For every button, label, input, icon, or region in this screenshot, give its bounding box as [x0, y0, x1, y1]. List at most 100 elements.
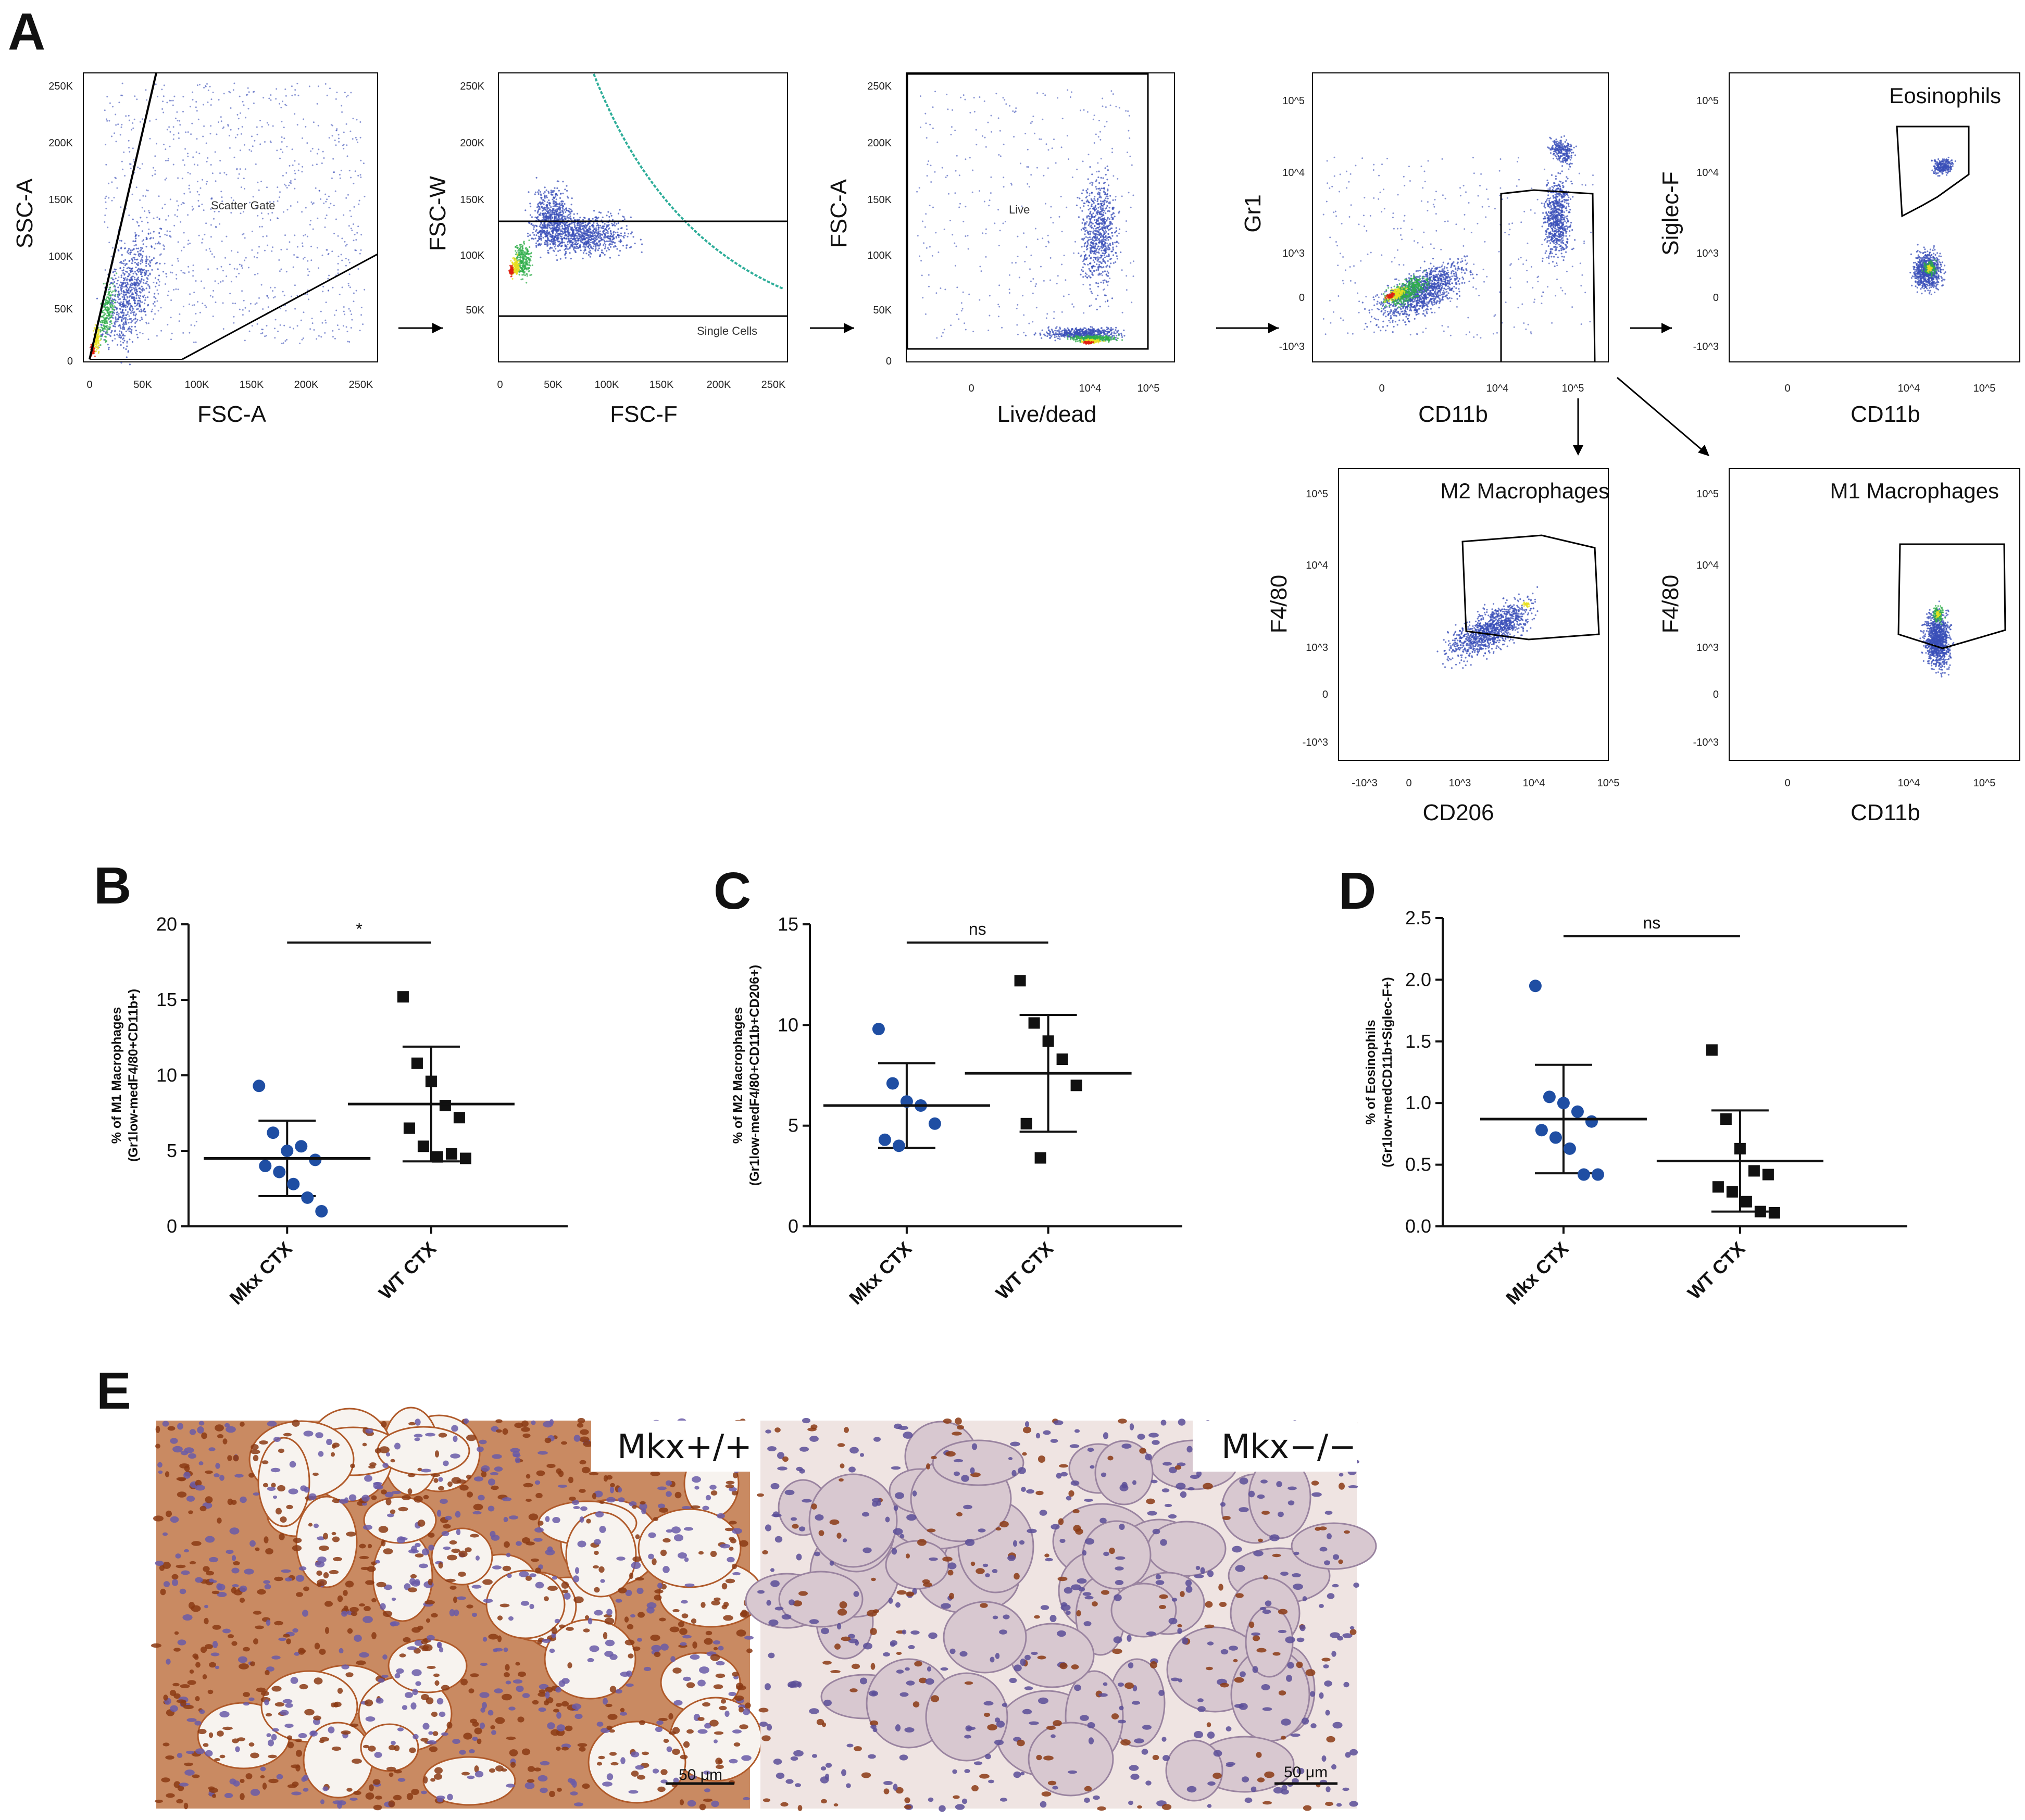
event-dot	[989, 315, 990, 317]
event-dot	[126, 292, 127, 293]
event-dot	[556, 218, 558, 219]
event-dot	[114, 312, 115, 314]
event-dot	[270, 99, 272, 101]
event-dot	[134, 271, 136, 272]
event-dot	[589, 225, 591, 227]
event-dot	[523, 274, 524, 275]
event-dot	[521, 262, 522, 263]
event-dot	[573, 249, 574, 250]
event-dot	[524, 274, 526, 276]
event-dot	[611, 223, 612, 224]
event-dot	[1091, 192, 1093, 193]
event-dot	[113, 300, 114, 302]
event-dot	[131, 329, 132, 331]
event-dot	[294, 113, 295, 115]
event-dot	[348, 225, 350, 227]
event-dot	[164, 263, 166, 265]
event-dot	[575, 244, 577, 245]
event-dot	[332, 158, 334, 160]
event-dot	[601, 237, 602, 239]
event-dot	[1027, 149, 1029, 150]
event-dot	[590, 232, 592, 233]
event-dot	[196, 138, 198, 140]
event-dot	[1089, 193, 1091, 194]
event-dot	[131, 249, 133, 251]
event-dot	[105, 144, 106, 145]
figure: A B C D E Scatter Gate 250K 200K 150K 10…	[0, 0, 2025, 1820]
event-dot	[981, 270, 982, 272]
event-dot	[198, 119, 199, 120]
event-dot	[1032, 278, 1034, 280]
event-dot	[963, 221, 964, 222]
event-dot	[155, 119, 157, 120]
event-dot	[363, 162, 365, 164]
event-dot	[1130, 262, 1131, 264]
event-dot	[570, 213, 571, 215]
event-dot	[584, 228, 586, 229]
event-dot	[106, 329, 108, 331]
event-dot	[224, 257, 226, 259]
event-dot	[140, 121, 141, 123]
event-dot	[169, 235, 171, 237]
event-dot	[610, 246, 611, 248]
event-dot	[252, 145, 254, 147]
event-dot	[303, 337, 304, 339]
event-dot	[266, 186, 268, 188]
event-dot	[99, 340, 101, 341]
event-dot	[290, 180, 292, 182]
event-dot	[184, 164, 185, 166]
event-dot	[1092, 208, 1094, 209]
event-dot	[320, 311, 322, 312]
event-dot	[979, 96, 980, 98]
event-dot	[1015, 110, 1017, 112]
event-dot	[147, 259, 148, 260]
event-dot	[194, 164, 195, 165]
event-dot	[1109, 243, 1111, 244]
event-dot	[322, 151, 324, 153]
event-dot	[515, 250, 516, 252]
event-dot	[1120, 252, 1121, 253]
event-dot	[1126, 231, 1127, 232]
event-dot	[200, 187, 202, 189]
event-dot	[1107, 244, 1109, 246]
event-dot	[1126, 220, 1127, 222]
event-dot	[221, 266, 222, 268]
event-dot	[357, 225, 359, 227]
event-dot	[290, 182, 292, 184]
event-dot	[947, 108, 948, 110]
event-dot	[567, 238, 569, 240]
event-dot	[540, 202, 541, 203]
event-dot	[344, 92, 346, 93]
event-dot	[349, 262, 351, 263]
event-dot	[351, 230, 353, 231]
event-dot	[1127, 152, 1128, 153]
event-dot	[126, 331, 127, 332]
event-dot	[582, 222, 584, 224]
event-dot	[135, 287, 136, 288]
tick: 50K	[466, 305, 484, 316]
event-dot	[226, 275, 227, 277]
event-dot	[513, 257, 515, 258]
event-dot	[1017, 236, 1018, 237]
event-dot	[293, 267, 294, 268]
event-dot	[1081, 210, 1083, 212]
event-dot	[549, 204, 551, 206]
event-dot	[1017, 256, 1019, 257]
event-dot	[107, 307, 108, 309]
event-dot	[527, 235, 529, 237]
event-dot	[131, 311, 132, 312]
event-dot	[1107, 300, 1108, 302]
event-dot	[215, 280, 216, 282]
event-dot	[220, 281, 221, 283]
event-dot	[176, 111, 178, 113]
event-dot	[582, 219, 584, 220]
event-dot	[1032, 116, 1034, 117]
event-dot	[279, 270, 281, 272]
event-dot	[147, 278, 148, 280]
event-dot	[608, 244, 610, 246]
event-dot	[144, 303, 145, 304]
event-dot	[1089, 236, 1091, 238]
event-dot	[261, 212, 262, 214]
event-dot	[188, 240, 189, 241]
event-dot	[324, 227, 326, 228]
